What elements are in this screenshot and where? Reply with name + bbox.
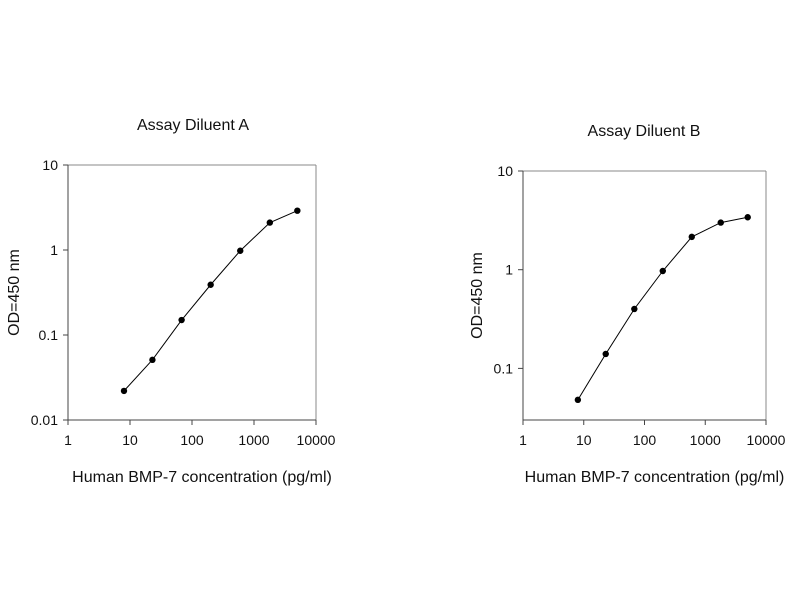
x-tick-label: 10000: [747, 432, 786, 448]
data-point: [237, 247, 244, 254]
data-point: [294, 207, 301, 214]
x-tick-label: 1: [64, 432, 72, 448]
x-axis-label: Human BMP-7 concentration (pg/ml): [525, 469, 785, 486]
y-tick-label: 0.1: [39, 327, 59, 343]
chart-b: Assay Diluent B 1 10 100 1000 10000 0.1 1 10 Huma…: [469, 123, 786, 486]
x-tick-label: 1: [519, 432, 527, 448]
chart-title: Assay Diluent B: [588, 123, 701, 140]
data-point: [207, 281, 214, 288]
y-tick-label: 0.01: [31, 412, 58, 428]
data-point: [266, 219, 274, 226]
y-axis-label: OD=450 nm: [469, 252, 486, 339]
series-line: [123, 210, 298, 392]
y-tick-label: 1: [505, 262, 513, 278]
y-tick-label: 1: [50, 242, 58, 258]
y-tick-label: 10: [42, 157, 58, 173]
x-tick-label: 1000: [690, 432, 721, 448]
x-axis-label: Human BMP-7 concentration (pg/ml): [72, 469, 332, 486]
data-point: [631, 305, 638, 313]
data-point: [178, 316, 185, 324]
data-point: [120, 387, 128, 395]
y-tick-label: 0.1: [494, 360, 514, 376]
data-point: [659, 267, 666, 275]
x-tick-label: 10: [576, 432, 592, 448]
chart-a: Assay Diluent A 1 10 100 1000 10000 0.01 0.1 1 10…: [6, 117, 336, 486]
x-tick-label: 10: [122, 432, 138, 448]
data-point: [688, 233, 695, 241]
data-point: [574, 396, 582, 404]
data-point: [602, 350, 609, 358]
data-point: [149, 356, 156, 364]
data-point: [744, 214, 751, 221]
y-axis-label: OD=450 nm: [6, 249, 23, 336]
y-tick-label: 10: [497, 163, 513, 179]
chart-title: Assay Diluent A: [137, 117, 249, 134]
x-tick-label: 100: [633, 432, 657, 448]
series-line: [577, 216, 748, 401]
x-tick-label: 1000: [238, 432, 269, 448]
data-point: [717, 219, 724, 226]
x-tick-label: 10000: [297, 432, 336, 448]
x-tick-label: 100: [180, 432, 204, 448]
